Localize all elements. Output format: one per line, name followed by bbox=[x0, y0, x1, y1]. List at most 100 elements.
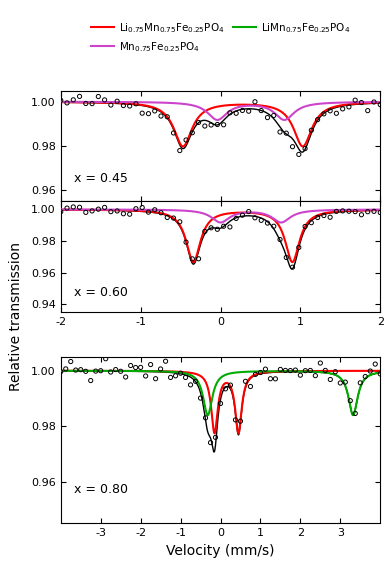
Point bbox=[257, 368, 263, 377]
Point bbox=[214, 120, 221, 129]
Point bbox=[372, 359, 378, 369]
Point bbox=[347, 396, 354, 405]
Point bbox=[87, 376, 94, 385]
Point bbox=[127, 210, 133, 219]
Point bbox=[64, 204, 70, 213]
Point bbox=[270, 111, 277, 120]
Point bbox=[377, 369, 383, 378]
Point bbox=[270, 221, 277, 231]
Point bbox=[214, 225, 221, 234]
X-axis label: Velocity (mm/s): Velocity (mm/s) bbox=[166, 544, 275, 558]
Point bbox=[177, 146, 183, 155]
Point bbox=[95, 205, 102, 214]
Point bbox=[332, 367, 338, 376]
Point bbox=[202, 413, 209, 423]
Point bbox=[189, 254, 196, 263]
Point bbox=[339, 104, 346, 113]
Point bbox=[142, 371, 149, 381]
Point bbox=[120, 101, 127, 110]
Point bbox=[289, 263, 296, 272]
Point bbox=[217, 399, 223, 408]
Point bbox=[277, 365, 283, 374]
Point bbox=[287, 366, 294, 375]
Point bbox=[321, 211, 327, 220]
Point bbox=[162, 356, 169, 366]
Point bbox=[202, 121, 208, 131]
Point bbox=[103, 354, 109, 363]
Point bbox=[167, 373, 174, 382]
Point bbox=[133, 99, 139, 108]
Point bbox=[371, 207, 377, 216]
Point bbox=[333, 109, 339, 118]
Point bbox=[164, 112, 171, 121]
Point bbox=[83, 208, 89, 217]
Point bbox=[227, 381, 234, 390]
Point bbox=[212, 433, 219, 442]
Point bbox=[277, 235, 283, 244]
Point bbox=[258, 216, 264, 225]
Legend: Li$_{0.75}$Mn$_{0.75}$Fe$_{0.25}$PO$_4$, Mn$_{0.75}$Fe$_{0.25}$PO$_4$, LiMn$_{0.: Li$_{0.75}$Mn$_{0.75}$Fe$_{0.25}$PO$_4$,… bbox=[87, 17, 354, 58]
Point bbox=[264, 113, 270, 122]
Point bbox=[118, 367, 124, 376]
Point bbox=[183, 237, 189, 247]
Point bbox=[289, 142, 296, 151]
Point bbox=[114, 206, 120, 216]
Point bbox=[277, 128, 283, 137]
Point bbox=[252, 213, 258, 223]
Point bbox=[138, 363, 144, 372]
Point bbox=[272, 374, 279, 384]
Point bbox=[222, 384, 229, 393]
Point bbox=[158, 208, 164, 217]
Point bbox=[352, 409, 358, 418]
Point bbox=[342, 378, 348, 387]
Text: x = 0.60: x = 0.60 bbox=[74, 286, 127, 299]
Point bbox=[73, 366, 79, 375]
Point bbox=[139, 203, 145, 212]
Point bbox=[317, 358, 323, 367]
Point bbox=[177, 217, 183, 227]
Point bbox=[152, 374, 159, 384]
Point bbox=[67, 357, 74, 366]
Point bbox=[192, 377, 199, 386]
Point bbox=[233, 109, 239, 118]
Point bbox=[202, 227, 208, 236]
Point bbox=[95, 92, 102, 101]
Point bbox=[145, 208, 152, 217]
Point bbox=[133, 204, 139, 213]
Point bbox=[247, 382, 254, 391]
Point bbox=[152, 106, 158, 116]
Point bbox=[327, 375, 334, 384]
Point bbox=[365, 106, 371, 115]
Point bbox=[239, 106, 245, 115]
Point bbox=[183, 135, 189, 144]
Point bbox=[314, 115, 321, 124]
Point bbox=[196, 254, 202, 263]
Point bbox=[327, 213, 333, 222]
Point bbox=[242, 377, 249, 386]
Point bbox=[89, 99, 95, 108]
Point bbox=[145, 109, 152, 118]
Point bbox=[171, 213, 177, 223]
Point bbox=[127, 101, 133, 110]
Point bbox=[123, 373, 129, 382]
Point bbox=[358, 210, 365, 219]
Point bbox=[198, 393, 204, 402]
Point bbox=[258, 106, 264, 115]
Point bbox=[292, 366, 299, 375]
Text: x = 0.80: x = 0.80 bbox=[74, 484, 127, 496]
Point bbox=[158, 112, 164, 121]
Text: x = 0.45: x = 0.45 bbox=[74, 171, 127, 185]
Point bbox=[352, 207, 358, 216]
Point bbox=[139, 109, 145, 118]
Point bbox=[102, 95, 108, 105]
Point bbox=[108, 101, 114, 110]
Point bbox=[302, 222, 308, 231]
Point bbox=[64, 98, 70, 108]
Point bbox=[339, 206, 346, 216]
Point bbox=[377, 208, 383, 217]
Point bbox=[107, 367, 114, 377]
Point bbox=[164, 213, 171, 222]
Point bbox=[182, 373, 189, 382]
Point bbox=[227, 108, 233, 117]
Point bbox=[297, 370, 303, 380]
